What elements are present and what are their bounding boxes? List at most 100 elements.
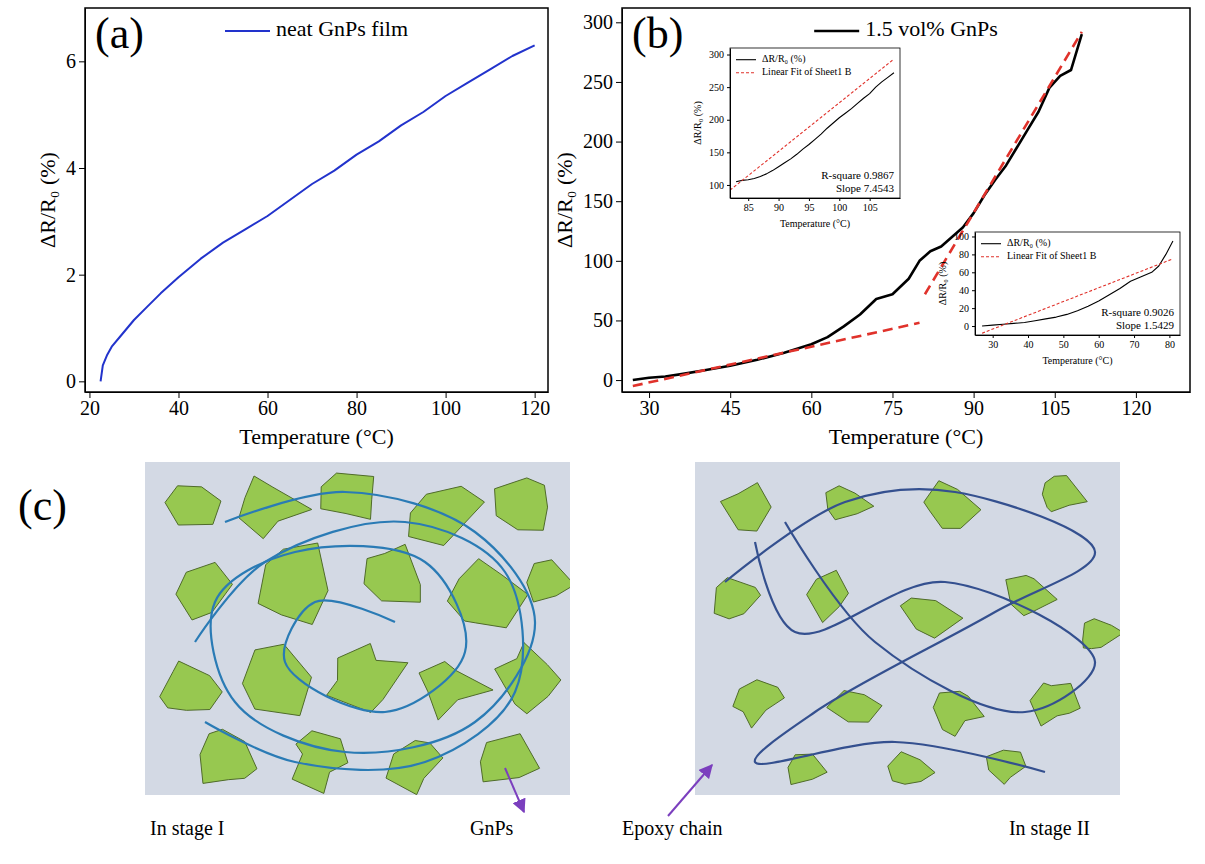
tick-label: 250	[709, 82, 724, 93]
tick: 0	[603, 369, 622, 391]
legend-label: neat GnPs film	[276, 16, 408, 41]
tick-label: 95	[804, 202, 814, 213]
graphene-platelet	[900, 598, 963, 638]
graphene-platelet	[1030, 683, 1080, 726]
annotation: Slope 1.5429	[1116, 319, 1175, 331]
graphene-platelet	[239, 476, 312, 539]
tick-label: 100	[709, 180, 724, 191]
epoxy-chain	[755, 522, 1095, 712]
tick-label: 40	[169, 397, 189, 419]
tick: 120	[1121, 392, 1151, 419]
tick: 20	[80, 392, 100, 419]
annotation: R-square 0.9867	[821, 169, 894, 181]
tick-mark	[616, 201, 622, 202]
tick-label: 6	[66, 50, 76, 72]
tick: 40	[1024, 335, 1034, 350]
graphene-platelet	[364, 544, 420, 602]
graphene-platelet	[495, 478, 548, 530]
tick-mark	[972, 326, 975, 327]
y-axis: 0246	[66, 9, 86, 393]
tick-label: 250	[583, 71, 613, 93]
y-axis: 100 150 200 250 300	[709, 49, 731, 199]
graphene-platelet	[527, 560, 570, 602]
legend-label: 1.5 vol% GnPs	[865, 16, 998, 41]
plot-area	[730, 59, 894, 190]
x-axis: 20406080100120	[80, 392, 550, 419]
tick-mark	[839, 198, 840, 201]
tick-label: 30	[988, 339, 998, 350]
tick: 250	[583, 71, 622, 93]
tick: 300	[709, 49, 730, 60]
tick-mark	[727, 87, 730, 88]
tick-mark	[748, 198, 749, 201]
diagram-content	[160, 473, 570, 795]
callout-label: GnPs	[470, 817, 514, 839]
tick-label: 100	[832, 202, 847, 213]
tick: 200	[583, 130, 622, 152]
tick-label: 20	[959, 303, 969, 314]
x-axis: 3045607590105120	[623, 392, 1191, 419]
inset-chart: 304050607080020406080100Temperature (°C)…	[937, 231, 1181, 366]
tick: 100	[709, 180, 730, 191]
legend-swatch	[225, 30, 270, 32]
tick-label: 85	[744, 202, 754, 213]
matrix-background	[695, 462, 1120, 795]
tick: 50	[1059, 335, 1069, 350]
tick-label: 200	[709, 114, 724, 125]
diagram-panel	[145, 462, 575, 795]
tick-label: 90	[964, 397, 984, 419]
tick: 120	[520, 392, 550, 419]
x-axis-title: Temperature (°C)	[1042, 355, 1112, 367]
data-line	[736, 73, 894, 182]
plot-area	[101, 45, 535, 381]
diagram-content	[714, 476, 1120, 785]
tick: 200	[709, 114, 730, 125]
tick-mark	[972, 308, 975, 309]
tick: 0	[964, 321, 975, 332]
graphene-platelet	[826, 486, 874, 520]
tick-label: 0	[603, 369, 613, 391]
tick-label: 20	[80, 397, 100, 419]
tick: 60	[1094, 335, 1104, 350]
legend: ΔR/R₀ (%)Linear Fit of Sheet1 B	[736, 53, 852, 77]
matrix-background	[145, 462, 570, 795]
tick-mark	[727, 152, 730, 153]
tick-label: 100	[431, 397, 461, 419]
tick-mark	[79, 381, 85, 382]
tick-label: 150	[709, 147, 724, 158]
legend-label: ΔR/R₀ (%)	[1007, 237, 1051, 249]
tick: 90	[774, 198, 784, 213]
tick-mark	[1028, 335, 1029, 338]
panel-label: (c)	[18, 481, 67, 530]
tick: 40	[169, 392, 189, 419]
epoxy-chain	[211, 492, 535, 753]
graphene-platelet	[933, 691, 984, 736]
y-axis-title: ΔR/R₀ (%)	[692, 101, 704, 145]
tick: 150	[583, 190, 622, 212]
tick-mark	[870, 198, 871, 201]
annotation: Slope 7.4543	[836, 182, 895, 194]
data-line	[101, 45, 535, 381]
graphene-platelet	[160, 661, 223, 710]
tick-mark	[1134, 335, 1135, 338]
tick-label: 120	[520, 397, 550, 419]
tick-label: 40	[1024, 339, 1034, 350]
tick: 2	[66, 264, 85, 286]
panel-label: (b)	[632, 9, 683, 58]
callout-arrow	[668, 765, 712, 816]
chart-panel: 204060801001200246Temperature (°C)ΔR/R₀ …	[35, 8, 551, 449]
tick-label: 120	[1121, 397, 1151, 419]
tick: 150	[709, 147, 730, 158]
graphene-platelet	[1083, 619, 1120, 649]
panel-label: (a)	[95, 9, 144, 58]
tick-mark	[727, 55, 730, 56]
tick: 60	[802, 392, 822, 419]
fit-line	[633, 323, 920, 386]
legend-swatch	[814, 30, 859, 33]
plot-frame	[622, 8, 1190, 392]
graphene-platelet	[480, 734, 539, 782]
tick-label: 0	[964, 321, 969, 332]
diagram-panel	[695, 462, 1124, 795]
tick: 20	[959, 303, 975, 314]
graphene-platelet	[888, 752, 935, 784]
